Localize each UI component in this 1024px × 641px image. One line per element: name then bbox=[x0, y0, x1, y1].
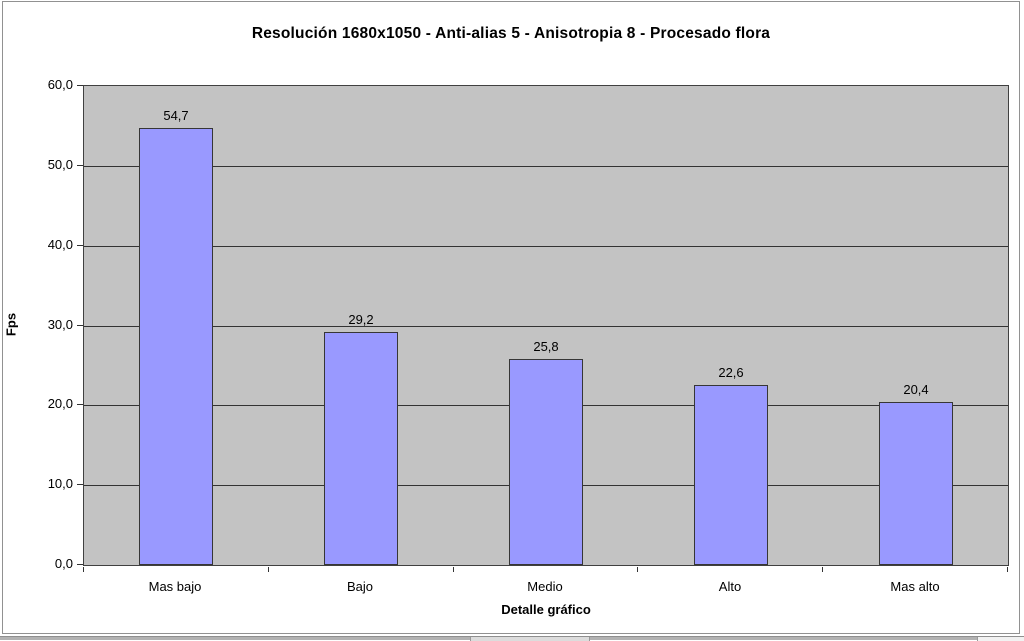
y-tick-mark bbox=[77, 85, 83, 86]
category-label-alto: Alto bbox=[718, 579, 742, 594]
bar-value-label: 25,8 bbox=[533, 339, 559, 354]
y-tick-label: 30,0 bbox=[47, 316, 73, 332]
scrollbar-thumb[interactable] bbox=[470, 637, 590, 641]
y-tick-label: 10,0 bbox=[47, 476, 73, 492]
x-tick-mark bbox=[822, 567, 823, 572]
x-tick-mark bbox=[83, 567, 84, 572]
x-tick-mark bbox=[268, 567, 269, 572]
gridline bbox=[84, 165, 1008, 167]
horizontal-scrollbar[interactable] bbox=[0, 636, 1024, 641]
x-tick-mark bbox=[637, 567, 638, 572]
bar-mas-bajo bbox=[139, 128, 213, 565]
bar-bajo bbox=[324, 332, 398, 565]
y-tick-label: 20,0 bbox=[47, 396, 73, 412]
x-tick-mark bbox=[453, 567, 454, 572]
x-tick-mark bbox=[1007, 567, 1008, 572]
y-axis-title: Fps bbox=[3, 312, 19, 337]
y-tick-mark bbox=[77, 484, 83, 486]
y-tick-label: 40,0 bbox=[47, 236, 73, 252]
y-tick-mark bbox=[77, 404, 83, 406]
y-tick-label: 0,0 bbox=[54, 556, 73, 571]
plot-area: 54,7 29,2 25,8 22,6 20,4 bbox=[83, 85, 1009, 566]
y-tick-mark bbox=[77, 164, 83, 166]
chart-title: Resolución 1680x1050 - Anti-alias 5 - An… bbox=[251, 25, 771, 42]
bar-mas-alto bbox=[879, 402, 953, 565]
gridline bbox=[84, 325, 1008, 327]
bar-alto bbox=[694, 385, 768, 565]
bar-value-label: 20,4 bbox=[903, 382, 929, 397]
category-label-mas-alto: Mas alto bbox=[890, 579, 940, 594]
bar-value-label: 29,2 bbox=[348, 312, 374, 327]
x-axis-title: Detalle gráfico bbox=[501, 602, 591, 617]
bar-value-label: 22,6 bbox=[718, 365, 744, 380]
category-label-medio: Medio bbox=[527, 579, 563, 594]
category-label-bajo: Bajo bbox=[346, 579, 374, 594]
bar-value-label: 54,7 bbox=[163, 108, 189, 123]
y-tick-label: 50,0 bbox=[47, 156, 73, 172]
category-label-mas-bajo: Mas bajo bbox=[148, 579, 202, 594]
y-tick-mark bbox=[77, 564, 83, 565]
y-tick-label: 60,0 bbox=[47, 77, 73, 92]
gridline bbox=[84, 245, 1008, 247]
y-tick-mark bbox=[77, 244, 83, 246]
y-tick-mark bbox=[77, 324, 83, 326]
scrollbar-corner bbox=[977, 637, 1024, 641]
bar-medio bbox=[509, 359, 583, 565]
